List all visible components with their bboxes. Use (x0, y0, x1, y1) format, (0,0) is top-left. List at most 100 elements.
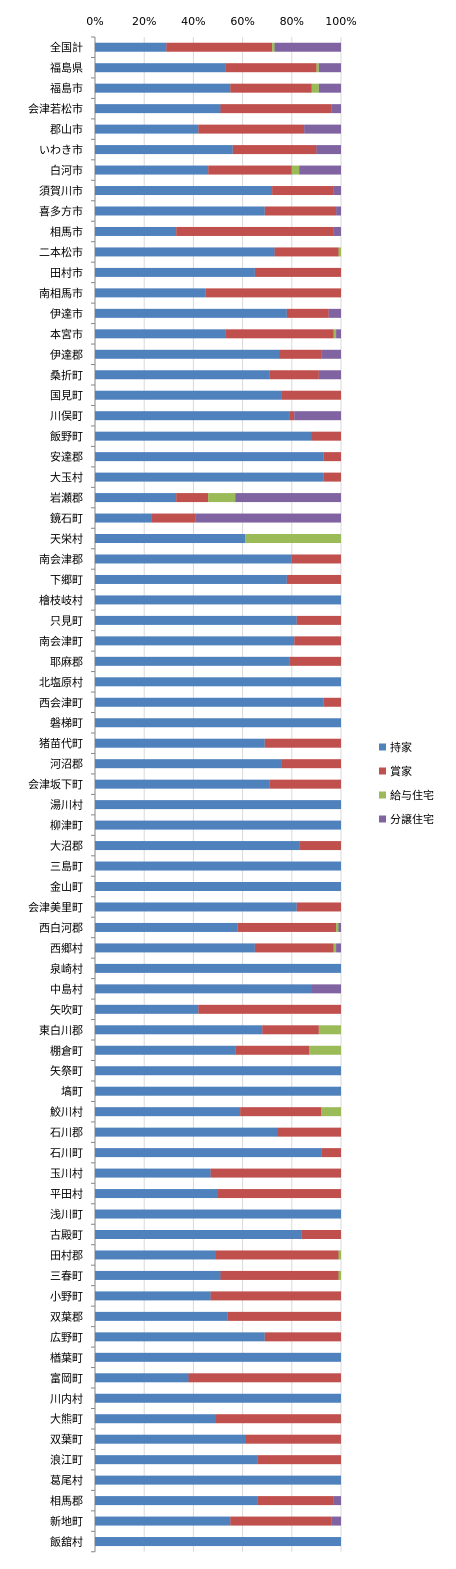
category-label: 棚倉町 (50, 1043, 83, 1057)
bar-segment (95, 656, 290, 666)
category-label: 柳津町 (50, 818, 83, 832)
category-label: 福島市 (50, 81, 83, 95)
bar-segment (151, 513, 196, 523)
category-label: 平田村 (50, 1187, 83, 1201)
category-label: 川俣町 (50, 409, 83, 423)
bar-segment (95, 513, 152, 523)
category-label: 三春町 (50, 1269, 83, 1282)
bar-segment (95, 984, 312, 994)
bar-segment (328, 308, 341, 318)
bar-segment (245, 534, 341, 544)
bar-segment (299, 165, 341, 175)
category-label: 石川郡 (50, 1126, 83, 1139)
bar-segment (95, 615, 297, 625)
x-tick-label: 60% (230, 15, 254, 28)
bar-segment (304, 124, 341, 134)
bar-segment (272, 42, 275, 52)
bar-segment (291, 554, 341, 564)
legend-label: 賞家 (390, 764, 412, 778)
x-tick-label: 0% (86, 15, 103, 28)
category-label: 喜多方市 (39, 204, 83, 218)
category-label: 本宮市 (50, 327, 83, 341)
category-label: 南会津町 (39, 635, 83, 648)
bar-segment (95, 1373, 189, 1383)
bar-segment (95, 1475, 341, 1485)
bar-segment (95, 431, 312, 441)
bar-segment (281, 390, 341, 400)
bar-segment (95, 472, 324, 482)
bar-segment (225, 329, 334, 339)
bar-segment (318, 83, 341, 93)
category-label: 相馬郡 (50, 1495, 83, 1508)
bar-segment (311, 984, 341, 994)
bar-segment (95, 1352, 341, 1362)
category-label: 耶麻郡 (50, 654, 83, 668)
bar-segment (95, 411, 290, 421)
category-label: 小野町 (50, 1290, 83, 1303)
x-tick-label: 100% (325, 15, 356, 28)
bar-segment (218, 1189, 341, 1199)
bar-segment (338, 1270, 341, 1280)
legend-swatch (379, 815, 386, 823)
bar-segment (286, 574, 341, 584)
category-label: 矢祭町 (50, 1064, 83, 1078)
bar-segment (208, 493, 236, 503)
bar-segment (95, 1189, 218, 1199)
bar-segment (321, 1107, 341, 1117)
category-label: 矢吹町 (50, 1002, 83, 1016)
category-label: 下郷町 (50, 572, 83, 586)
bar-segment (95, 882, 341, 892)
category-label: 南相馬市 (39, 286, 83, 300)
bar-segment (291, 165, 300, 175)
bar-segment (176, 493, 209, 503)
bar-segment (321, 349, 341, 359)
bar-segment (95, 390, 282, 400)
bar-segment (331, 104, 341, 114)
bar-segment (95, 1311, 228, 1321)
legend-label: 給与住宅 (390, 788, 434, 802)
category-label: 河沼郡 (50, 757, 83, 771)
bar-segment (299, 841, 341, 851)
category-label: 富岡町 (50, 1371, 83, 1385)
bar-segment (176, 226, 334, 236)
category-label: 相馬市 (50, 224, 83, 238)
bar-segment (281, 759, 341, 769)
x-tick-label: 40% (181, 15, 205, 28)
bar-segment (95, 1516, 231, 1526)
bar-segment (95, 288, 206, 298)
category-label: 大玉村 (50, 470, 83, 484)
bar-segment (215, 1414, 341, 1424)
bar-segment (262, 1025, 319, 1035)
category-label: 中島村 (50, 982, 83, 996)
category-label: 川内村 (50, 1391, 83, 1405)
bar-segment (333, 186, 341, 196)
bar-segment (336, 329, 341, 339)
bar-segment (210, 1291, 341, 1301)
bar-segment (336, 943, 341, 953)
bar-segment (95, 800, 341, 810)
bar-segment (240, 1107, 322, 1117)
category-label: 北塩原村 (39, 675, 83, 689)
bar-segment (198, 1004, 341, 1014)
category-label: 会津美里町 (28, 901, 83, 914)
category-label: 塙町 (61, 1084, 83, 1098)
category-label: 郡山市 (50, 122, 83, 136)
category-label: 古殿町 (50, 1228, 83, 1241)
bar-segment (95, 1414, 216, 1424)
category-label: 鏡石町 (50, 511, 83, 525)
category-label: 玉川村 (50, 1166, 83, 1180)
category-label: 双葉郡 (50, 1309, 83, 1323)
bar-segment (338, 922, 341, 932)
bar-segment (95, 595, 341, 605)
bar-segment (333, 943, 337, 953)
category-label: 西白河郡 (39, 920, 83, 934)
category-label: 大熊町 (50, 1412, 83, 1426)
bar-segment (95, 1537, 341, 1547)
bar-segment (257, 1455, 341, 1465)
bar-segment (264, 1332, 341, 1342)
bar-segment (95, 124, 199, 134)
bar-segment (311, 83, 319, 93)
category-label: 天栄村 (50, 532, 83, 546)
category-label: 泉崎村 (50, 961, 83, 975)
bar-segment (95, 1393, 341, 1403)
